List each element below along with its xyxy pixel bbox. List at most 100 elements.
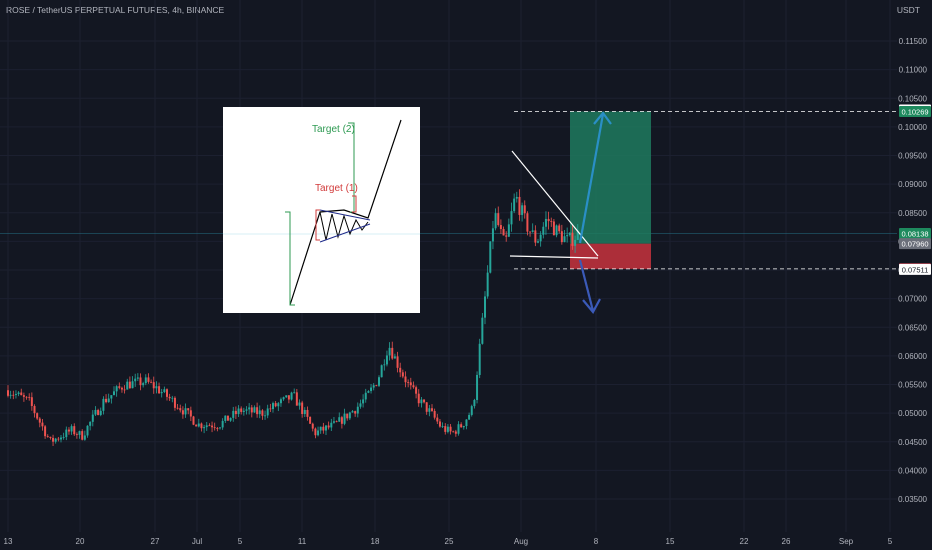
candle-body: [242, 410, 245, 412]
inset-pennant-zigzag: [319, 211, 369, 241]
candle-body: [282, 397, 285, 400]
candle-body: [256, 407, 259, 415]
candle-body: [187, 408, 190, 411]
candle-body: [494, 213, 497, 229]
price-label-text: 0.08138: [901, 229, 928, 238]
candle-body: [356, 406, 359, 414]
candle-body: [449, 426, 452, 432]
candle-body: [457, 424, 460, 434]
candle-body: [41, 422, 44, 427]
candle-body: [462, 426, 465, 428]
candle-body: [417, 393, 420, 404]
time-axis[interactable]: 13 20 27 Jul 5 11 18 25 Aug 8 15 22 26 Sep 5: [4, 537, 893, 546]
candle-body: [354, 411, 357, 414]
inset-price-path: [289, 119, 402, 306]
candle-body: [531, 230, 534, 232]
candle-body: [203, 427, 206, 429]
candle-body: [261, 410, 264, 416]
candle-body: [208, 425, 211, 427]
candle-body: [36, 413, 39, 419]
candle-body: [428, 408, 431, 412]
candle-body: [126, 381, 129, 390]
candle-body: [192, 416, 195, 425]
candle-body: [423, 399, 426, 403]
candle-body: [465, 419, 468, 427]
candles: [7, 189, 579, 447]
price-labels: 0.102940.102690.081380.079600.075190.075…: [899, 104, 931, 275]
candle-body: [9, 394, 12, 396]
inset-target1-label: Target (1): [315, 183, 358, 194]
candle-body: [319, 426, 322, 431]
candle-body: [20, 392, 23, 396]
candle-body: [542, 226, 545, 235]
candle-body: [240, 408, 243, 412]
time-tick-label: 25: [445, 537, 454, 546]
candle-body: [555, 225, 558, 236]
candle-body: [425, 402, 428, 412]
candle-body: [155, 386, 158, 389]
time-tick-label: 27: [151, 537, 160, 546]
candle-body: [245, 409, 248, 411]
candle-body: [99, 410, 102, 415]
time-tick-label: 18: [371, 537, 380, 546]
candle-body: [454, 431, 457, 434]
candle-body: [102, 398, 105, 411]
candle-body: [269, 408, 272, 410]
time-tick-label: 26: [782, 537, 791, 546]
candle-body: [537, 241, 539, 243]
candle-body: [160, 392, 163, 394]
candle-body: [370, 387, 373, 392]
candle-body: [460, 424, 463, 428]
time-tick-label: 22: [740, 537, 749, 546]
candle-body: [65, 429, 68, 438]
pennant-inset: Target (2) Target (1): [223, 107, 420, 313]
candle-body: [452, 431, 455, 433]
candle-body: [409, 382, 412, 386]
candle-body: [134, 378, 137, 382]
down-arrow-shaft: [578, 259, 595, 312]
candle-body: [49, 436, 52, 438]
candle-body: [46, 436, 49, 437]
candle-body: [486, 272, 489, 297]
candle-body: [248, 407, 251, 410]
price-tick-label: 0.08500: [898, 209, 927, 218]
candle-body: [224, 415, 227, 421]
candle-body: [179, 408, 182, 411]
candle-body: [343, 413, 346, 424]
candle-body: [576, 230, 579, 240]
candle-body: [14, 394, 17, 395]
candle-body: [44, 426, 47, 437]
candle-body: [484, 296, 486, 318]
inset-pennant-bracket: [315, 209, 320, 241]
price-tick-label: 0.10500: [898, 94, 927, 103]
candle-body: [28, 396, 31, 398]
candle-body: [385, 355, 388, 365]
candle-body: [234, 410, 237, 415]
candle-body: [78, 431, 81, 435]
candle-body: [81, 431, 84, 440]
candle-body: [30, 397, 33, 406]
candle-body: [70, 426, 73, 432]
candle-body: [388, 347, 391, 356]
candle-body: [205, 425, 208, 428]
candle-body: [168, 396, 171, 399]
candle-body: [473, 399, 476, 407]
candle-body: [272, 403, 274, 410]
candle-body: [75, 434, 78, 436]
candle-body: [367, 391, 370, 393]
time-tick-label: 11: [298, 537, 307, 546]
candle-body: [216, 428, 219, 429]
candle-body: [510, 211, 513, 225]
candle-body: [518, 196, 521, 215]
candle-body: [314, 428, 317, 436]
candle-body: [176, 407, 179, 409]
candle-body: [332, 421, 335, 423]
candle-body: [372, 385, 375, 388]
candle-body: [54, 438, 57, 442]
candle-body: [404, 376, 407, 383]
up-arrow-shaft: [578, 113, 605, 244]
candle-body: [362, 399, 365, 404]
candle-body: [73, 426, 76, 435]
